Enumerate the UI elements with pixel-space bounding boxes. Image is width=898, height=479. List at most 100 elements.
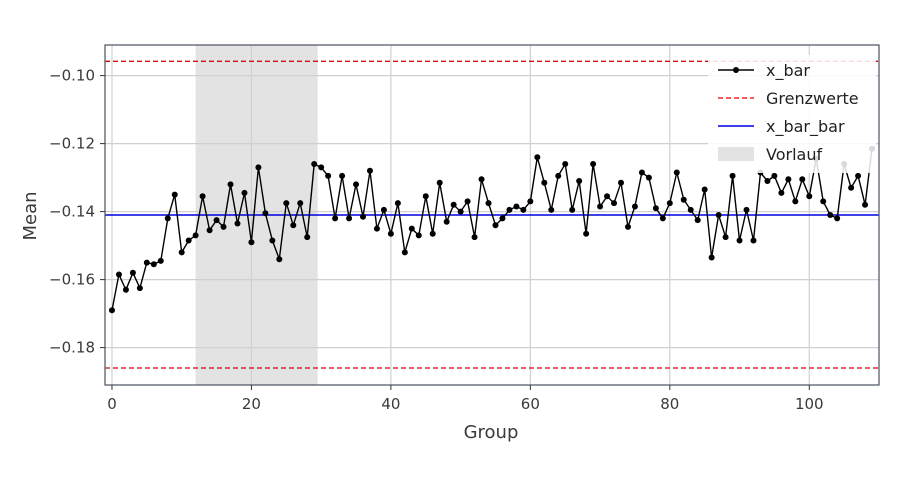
data-point — [304, 234, 311, 241]
data-point — [715, 212, 722, 218]
data-point — [827, 212, 834, 218]
y-tick-label: −0.16 — [49, 271, 95, 289]
data-point — [290, 222, 297, 229]
data-point — [429, 230, 436, 237]
data-point — [192, 232, 199, 239]
data-point — [708, 254, 715, 261]
data-point — [157, 257, 164, 264]
data-point — [318, 164, 325, 171]
data-point — [499, 215, 506, 222]
data-point — [227, 181, 234, 188]
data-point — [234, 220, 241, 227]
data-point — [373, 225, 380, 232]
x-tick-label: 60 — [521, 395, 540, 413]
data-point — [520, 206, 527, 213]
data-point — [631, 203, 638, 210]
data-point — [457, 208, 464, 215]
data-point — [778, 189, 785, 196]
data-point — [680, 196, 687, 203]
data-point — [583, 230, 590, 237]
data-point — [283, 200, 290, 207]
data-point — [408, 225, 415, 232]
x-tick-label: 0 — [107, 395, 117, 413]
data-point — [673, 169, 680, 176]
data-point — [108, 307, 115, 314]
data-point — [506, 206, 513, 213]
data-point — [618, 179, 624, 186]
x-axis-label: Group — [464, 422, 519, 443]
data-point — [541, 179, 548, 186]
data-point — [611, 200, 618, 207]
data-point — [206, 227, 213, 234]
data-point — [743, 206, 750, 213]
data-point — [401, 249, 408, 256]
data-point — [297, 200, 304, 207]
data-point — [527, 198, 534, 205]
y-axis-label: Mean — [20, 191, 41, 240]
series-line-x-bar — [111, 148, 873, 311]
data-point — [750, 237, 757, 244]
data-point — [604, 193, 611, 200]
legend-swatch-vorlauf — [718, 147, 754, 161]
data-point — [799, 176, 806, 183]
legend-label: x_bar_bar — [766, 117, 845, 137]
x-tick-label: 100 — [795, 395, 824, 413]
data-point — [492, 222, 499, 229]
legend-label: Grenzwerte — [766, 89, 859, 108]
x-tick-label: 80 — [660, 395, 679, 413]
data-point — [555, 172, 562, 179]
x-tick-label: 20 — [242, 395, 261, 413]
data-point — [276, 256, 283, 263]
data-point — [722, 234, 729, 241]
data-point — [548, 206, 555, 213]
data-point — [729, 172, 736, 179]
data-point — [143, 259, 150, 266]
data-point — [597, 203, 604, 210]
data-point — [325, 172, 332, 179]
data-point — [471, 234, 478, 241]
data-point — [478, 176, 485, 183]
data-point — [590, 161, 597, 167]
data-point — [346, 215, 353, 222]
data-point — [213, 217, 220, 224]
y-tick-label: −0.14 — [49, 203, 95, 221]
data-point — [415, 232, 422, 239]
data-point — [792, 198, 799, 205]
data-point — [311, 161, 318, 167]
data-point — [122, 286, 129, 293]
data-point — [443, 218, 450, 225]
data-point — [360, 213, 366, 220]
data-point — [436, 179, 443, 186]
data-point — [366, 167, 373, 174]
data-point — [624, 223, 631, 230]
data-point — [562, 161, 569, 167]
data-point — [485, 200, 492, 207]
legend-marker-x-bar — [733, 67, 739, 73]
data-point — [129, 269, 136, 276]
data-point — [764, 178, 771, 184]
data-point — [115, 271, 122, 278]
data-point — [687, 206, 694, 213]
y-tick-label: −0.12 — [49, 135, 95, 153]
data-point — [380, 206, 387, 213]
data-point — [269, 237, 276, 244]
data-point — [164, 215, 171, 222]
y-tick-label: −0.18 — [49, 339, 95, 357]
data-point — [185, 237, 192, 244]
data-point — [394, 200, 401, 207]
data-point — [450, 201, 457, 208]
data-point — [248, 239, 255, 246]
data-point — [652, 205, 659, 212]
data-point — [513, 203, 520, 210]
data-point — [150, 261, 157, 268]
x-tick-label: 40 — [381, 395, 400, 413]
data-point — [659, 215, 666, 222]
data-point — [576, 178, 583, 184]
data-point — [834, 215, 841, 222]
data-point — [694, 217, 701, 224]
data-point — [422, 193, 429, 200]
legend: x_bar Grenzwerte x_bar_bar Vorlauf — [708, 55, 876, 173]
data-point — [255, 164, 262, 171]
axes-frame — [104, 44, 880, 386]
